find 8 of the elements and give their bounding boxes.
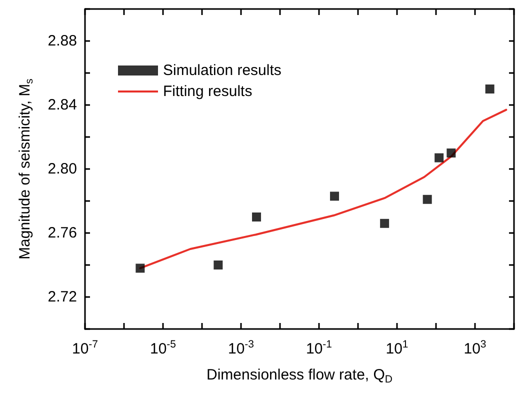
y-tick-label: 2.84 [48, 96, 77, 114]
y-tick-label: 2.88 [48, 32, 77, 50]
legend-label: Fitting results [163, 83, 252, 100]
y-axis-title: Magnitude of seismicity, Ms [16, 78, 36, 260]
y-tick-label: 2.72 [48, 288, 77, 306]
y-tick-label: 2.80 [48, 160, 77, 178]
y-tick-label: 2.76 [48, 224, 77, 242]
legend-label: Simulation results [163, 62, 282, 79]
